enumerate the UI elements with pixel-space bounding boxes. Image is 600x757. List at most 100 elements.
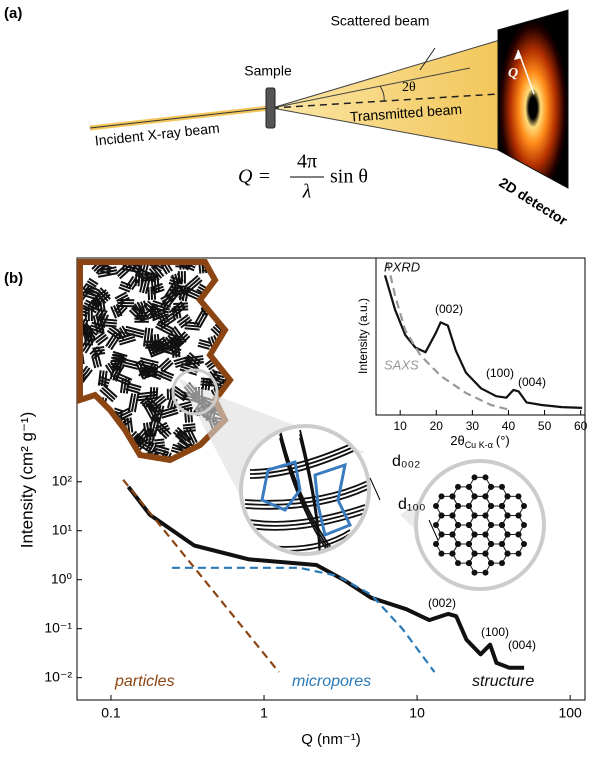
sketch-rod bbox=[227, 277, 230, 285]
sketch-rod bbox=[156, 273, 160, 292]
atom bbox=[455, 560, 461, 567]
sketch-rod bbox=[117, 265, 130, 278]
atom bbox=[449, 531, 456, 538]
annotation: (002) bbox=[428, 596, 456, 610]
sketch-rod bbox=[155, 325, 172, 336]
sketch-rod bbox=[127, 393, 134, 412]
atom bbox=[433, 522, 439, 528]
atom bbox=[433, 541, 439, 548]
sketch-rod bbox=[140, 359, 150, 378]
sketch-rod bbox=[122, 361, 139, 367]
sketch-rod bbox=[113, 353, 125, 358]
atom bbox=[482, 531, 489, 538]
sketch-rod bbox=[129, 417, 134, 433]
sketch-rod bbox=[99, 449, 115, 460]
x-tick-label: 0.1 bbox=[101, 705, 121, 721]
sketch-rod bbox=[158, 357, 170, 369]
pointer bbox=[419, 47, 436, 71]
sketch-rod bbox=[227, 273, 230, 293]
sketch-rod bbox=[88, 297, 99, 307]
sketch-rod bbox=[86, 435, 98, 441]
spacing-marker bbox=[428, 519, 439, 541]
sketch-rod bbox=[169, 279, 183, 285]
atom bbox=[471, 531, 478, 538]
zoom-circle bbox=[239, 424, 371, 556]
sketch-rod bbox=[211, 368, 221, 380]
sketch-rod bbox=[117, 296, 130, 305]
sketch-rod bbox=[82, 304, 97, 314]
atom bbox=[471, 474, 478, 481]
sketch-rod bbox=[126, 262, 142, 274]
atom bbox=[455, 483, 461, 490]
sketch-rod bbox=[153, 273, 157, 292]
atom bbox=[504, 512, 511, 519]
sketch-rod bbox=[96, 407, 107, 414]
equation-lhs: Q = bbox=[238, 166, 271, 188]
sketch-layer bbox=[244, 487, 367, 510]
sample-label: Sample bbox=[244, 63, 292, 79]
sketch-rod bbox=[97, 336, 109, 346]
sketch-rod bbox=[159, 422, 172, 436]
sketch-rod bbox=[108, 447, 123, 460]
sketch-rod bbox=[226, 348, 230, 353]
y-axis-label: Intensity (cm² g⁻¹) bbox=[17, 412, 36, 549]
series-line bbox=[386, 262, 512, 412]
sketch-rod bbox=[176, 313, 189, 324]
sketch-rod bbox=[95, 334, 107, 344]
sketch-rod bbox=[82, 336, 93, 352]
sketch-rod bbox=[101, 318, 118, 322]
sketch-rod bbox=[147, 286, 151, 301]
sketch-rod bbox=[174, 340, 185, 348]
sketch-rod bbox=[120, 280, 133, 287]
sketch-rod bbox=[112, 432, 116, 446]
angle-label: 2θ bbox=[402, 80, 416, 95]
sketch-rod bbox=[225, 345, 230, 350]
y-tick-label: 10⁻¹ bbox=[44, 619, 72, 635]
sketch-rod bbox=[100, 412, 107, 429]
atom bbox=[482, 512, 489, 519]
sketch-rod bbox=[80, 325, 91, 335]
sketch-rod bbox=[97, 354, 103, 367]
sketch-rod bbox=[225, 262, 230, 267]
sketch-rod bbox=[103, 413, 110, 430]
sketch-layer bbox=[249, 512, 366, 531]
sketch-rod bbox=[88, 277, 99, 286]
sketch-rod bbox=[180, 318, 193, 329]
sketch-rod bbox=[80, 323, 92, 332]
sketch-rod bbox=[225, 294, 230, 301]
atom bbox=[504, 550, 511, 557]
sketch-rod bbox=[83, 301, 99, 311]
sketch-rod bbox=[170, 276, 184, 282]
plot-frame bbox=[76, 257, 586, 701]
sketch-rod bbox=[184, 355, 204, 360]
sketch-rod bbox=[120, 439, 131, 459]
sketch-rod bbox=[121, 325, 130, 337]
sketch-rod bbox=[150, 443, 158, 455]
sketch-rod bbox=[184, 327, 200, 331]
atom bbox=[515, 512, 522, 519]
series-line bbox=[383, 274, 583, 409]
sketch-rod bbox=[100, 270, 111, 275]
sketch-rod bbox=[106, 413, 113, 430]
atom bbox=[488, 541, 494, 548]
sketch-rod bbox=[97, 381, 109, 388]
sketch-rod bbox=[93, 417, 106, 424]
sketch-rod bbox=[80, 452, 87, 460]
sketch-rod bbox=[204, 446, 211, 460]
sketch-layer bbox=[249, 447, 361, 479]
sketch-rod bbox=[154, 426, 168, 440]
scattered-label: Scattered beam bbox=[331, 13, 430, 29]
sketch-rod bbox=[88, 422, 105, 435]
sketch-rod bbox=[108, 445, 117, 460]
series-label: PXRD bbox=[384, 259, 420, 274]
sketch-rod bbox=[83, 288, 100, 295]
sketch-layer bbox=[249, 439, 361, 471]
sketch-rod bbox=[117, 332, 135, 340]
detector bbox=[497, 9, 569, 189]
atom bbox=[471, 512, 478, 519]
equation-numerator: 4π bbox=[297, 151, 317, 173]
q-arrowhead bbox=[514, 50, 522, 60]
sketch-rod bbox=[147, 300, 160, 312]
sketch-rod bbox=[171, 335, 183, 343]
sketch-rod bbox=[212, 301, 230, 308]
